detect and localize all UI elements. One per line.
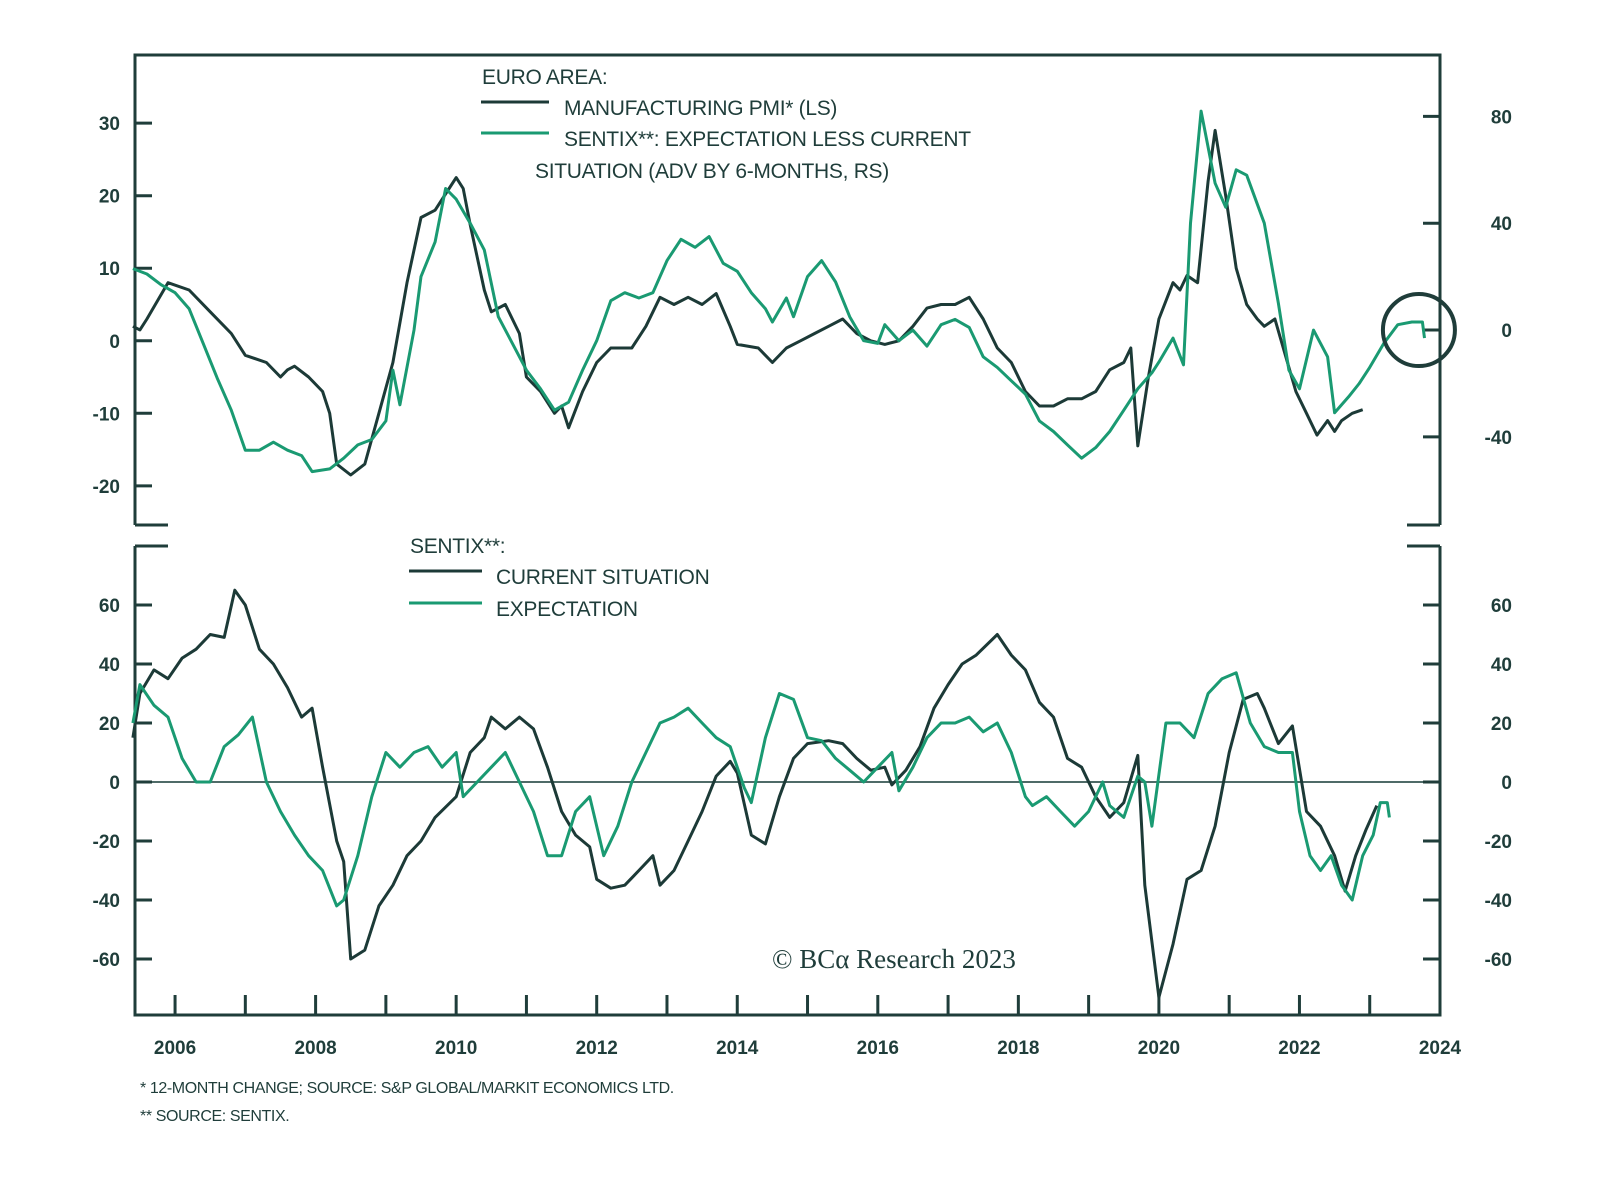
legend-label-sentix-diff-line1: SENTIX**: EXPECTATION LESS CURRENT xyxy=(564,128,971,151)
bottom-legend-title: SENTIX**: xyxy=(410,535,505,558)
y-tick-label: -60 xyxy=(93,950,120,971)
top-series-group xyxy=(132,109,1426,477)
y-tick-label: 40 xyxy=(1491,214,1512,235)
footnote-pmi: * 12-MONTH CHANGE; SOURCE: S&P GLOBAL/MA… xyxy=(140,1080,674,1097)
x-tick-label: 2016 xyxy=(857,1038,899,1059)
x-tick-label: 2006 xyxy=(154,1038,196,1059)
top-legend-title: EURO AREA: xyxy=(482,66,607,89)
y-tick-label: 0 xyxy=(109,332,120,353)
series-line-sentix-expectation-less-current-situation-adv-by-6-months-rs xyxy=(132,109,1426,474)
top-panel: 30 20 10 0 -10 -20 80 40 0 -40 EURO AREA: MANUFA… xyxy=(93,53,1512,527)
y-tick-label: -60 xyxy=(1485,950,1512,971)
x-tick-label: 2008 xyxy=(294,1038,336,1059)
bottom-left-axis: 60 40 20 0 -20 -40 -60 xyxy=(93,596,152,971)
y-tick-label: 40 xyxy=(1491,655,1512,676)
y-tick-label: -10 xyxy=(93,404,120,425)
y-tick-label: 60 xyxy=(99,596,120,617)
top-panel-frame xyxy=(133,53,1442,525)
y-tick-label: 0 xyxy=(1501,321,1512,342)
y-tick-label: 0 xyxy=(109,773,120,794)
y-tick-label: -40 xyxy=(1485,891,1512,912)
bottom-right-axis: 60 40 20 0 -20 -40 -60 xyxy=(1423,596,1512,971)
legend-label-current: CURRENT SITUATION xyxy=(496,566,709,589)
x-tick-label: 2024 xyxy=(1419,1038,1462,1059)
y-tick-label: -20 xyxy=(93,477,120,498)
legend-label-sentix-diff-line2: SITUATION (ADV BY 6-MONTHS, RS) xyxy=(535,160,889,183)
y-tick-label: -20 xyxy=(93,832,120,853)
series-line-manufacturing-pmi-ls xyxy=(132,128,1364,477)
y-tick-label: 20 xyxy=(99,714,120,735)
top-legend: EURO AREA: MANUFACTURING PMI* (LS) SENTI… xyxy=(481,66,972,183)
y-tick-label: 0 xyxy=(1501,773,1512,794)
series-line-current-situation xyxy=(131,588,1379,999)
y-tick-label: 20 xyxy=(1491,714,1512,735)
x-tick-label: 2022 xyxy=(1278,1038,1320,1059)
y-tick-label: 30 xyxy=(99,114,120,135)
series-line-expectation xyxy=(131,671,1391,908)
top-right-axis: 80 40 0 -40 xyxy=(1423,107,1512,449)
x-tick-label: 2020 xyxy=(1138,1038,1180,1059)
y-tick-label: -20 xyxy=(1485,832,1512,853)
footnote-sentix: ** SOURCE: SENTIX. xyxy=(140,1108,290,1125)
x-tick-label: 2014 xyxy=(716,1038,759,1059)
top-left-axis: 30 20 10 0 -10 -20 xyxy=(93,114,152,498)
y-tick-label: -40 xyxy=(1485,428,1512,449)
bottom-series-group xyxy=(131,588,1391,999)
watermark: © BCα Research 2023 xyxy=(772,944,1016,974)
x-tick-label: 2018 xyxy=(997,1038,1039,1059)
highlight-circle-annotation xyxy=(1380,292,1457,369)
x-axis: 2006 2008 2010 2012 2014 2016 2018 2020 2022 2024 xyxy=(154,995,1462,1059)
x-tick-label: 2012 xyxy=(576,1038,618,1059)
legend-label-pmi: MANUFACTURING PMI* (LS) xyxy=(564,97,837,120)
legend-label-expectation: EXPECTATION xyxy=(496,598,638,621)
y-tick-label: 20 xyxy=(99,187,120,208)
y-tick-label: 80 xyxy=(1491,107,1512,128)
y-tick-label: 40 xyxy=(99,655,120,676)
bottom-legend: SENTIX**: CURRENT SITUATION EXPECTATION xyxy=(409,535,710,621)
y-tick-label: -40 xyxy=(93,891,120,912)
y-tick-label: 10 xyxy=(99,259,120,280)
y-tick-label: 60 xyxy=(1491,596,1512,617)
x-tick-label: 2010 xyxy=(435,1038,477,1059)
